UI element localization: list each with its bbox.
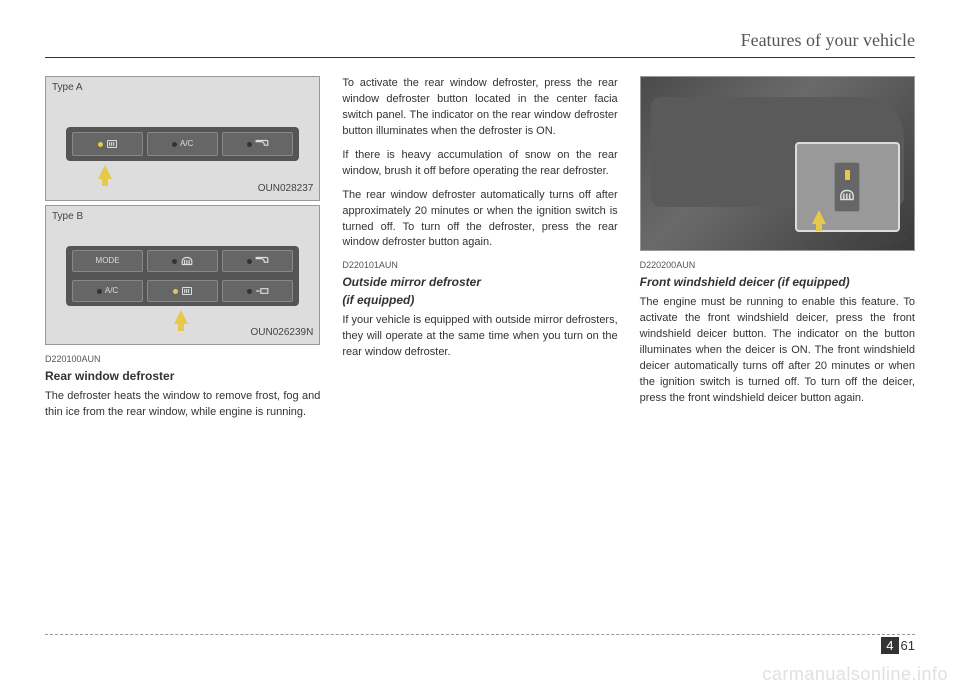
section-code: D220200AUN (640, 259, 915, 272)
pointer-arrow-icon (98, 165, 112, 179)
rear-defrost-icon (181, 285, 193, 297)
pointer-arrow-icon (174, 310, 188, 324)
indicator-led-icon (173, 289, 178, 294)
climate-panel-b: MODE A/C (66, 246, 299, 306)
recirculate-icon (255, 256, 269, 266)
button-callout (795, 142, 900, 232)
content-columns: Type A A/C (45, 76, 915, 429)
column-1: Type A A/C (45, 76, 320, 429)
figure-deicer: OUN027240N (640, 76, 915, 251)
recirculate-button (222, 250, 293, 272)
section-title: Rear window defroster (45, 368, 320, 385)
indicator-led-icon (845, 170, 850, 180)
recirculate-button (222, 132, 293, 156)
figure-label: Type A (52, 81, 83, 96)
page-header: Features of your vehicle (45, 30, 915, 58)
indicator-led-icon (172, 259, 177, 264)
page-footer: 461 (45, 634, 915, 655)
indicator-led-icon (97, 289, 102, 294)
rear-defrost-button (147, 280, 218, 302)
indicator-led-icon (247, 259, 252, 264)
front-defrost-icon (180, 255, 194, 267)
front-defrost-button (147, 250, 218, 272)
body-paragraph: To activate the rear window defroster, p… (342, 76, 617, 140)
body-paragraph: The engine must be running to enable thi… (640, 295, 915, 407)
fresh-air-icon (255, 286, 269, 296)
windshield-deicer-icon (838, 186, 856, 204)
figure-type-b: Type B MODE (45, 205, 320, 345)
column-3: OUN027240N D220200AUN Front windshield d… (640, 76, 915, 429)
watermark: carmanualsonline.info (762, 664, 948, 685)
deicer-button (834, 162, 860, 212)
climate-panel-a: A/C (66, 127, 299, 161)
section-code: D220101AUN (342, 259, 617, 272)
pointer-arrow-icon (812, 210, 826, 224)
dashboard-photo (641, 77, 914, 250)
rear-defrost-button (72, 132, 143, 156)
body-paragraph: If there is heavy accumulation of snow o… (342, 148, 617, 180)
rear-defrost-icon (106, 138, 118, 150)
figure-label: Type B (52, 210, 83, 225)
mode-button: MODE (72, 250, 143, 272)
fresh-air-button (222, 280, 293, 302)
body-paragraph: The defroster heats the window to remove… (45, 389, 320, 421)
ac-label: A/C (180, 138, 193, 150)
section-title: Outside mirror defroster (if equipped) (342, 274, 617, 309)
ac-button: A/C (147, 132, 218, 156)
figure-code: OUN027240N (845, 232, 908, 247)
page-number: 461 (881, 638, 915, 653)
body-paragraph: The rear window defroster automatically … (342, 188, 617, 252)
recirculate-icon (255, 139, 269, 149)
figure-type-a: Type A A/C (45, 76, 320, 201)
body-paragraph: If your vehicle is equipped with outside… (342, 313, 617, 361)
figure-code: OUN028237 (258, 182, 314, 197)
indicator-led-icon (98, 142, 103, 147)
indicator-led-icon (172, 142, 177, 147)
indicator-led-icon (247, 289, 252, 294)
indicator-led-icon (247, 142, 252, 147)
column-2: To activate the rear window defroster, p… (342, 76, 617, 429)
section-title: Front windshield deicer (if equipped) (640, 274, 915, 291)
ac-button: A/C (72, 280, 143, 302)
section-code: D220100AUN (45, 353, 320, 366)
figure-code: OUN026239N (251, 326, 314, 341)
